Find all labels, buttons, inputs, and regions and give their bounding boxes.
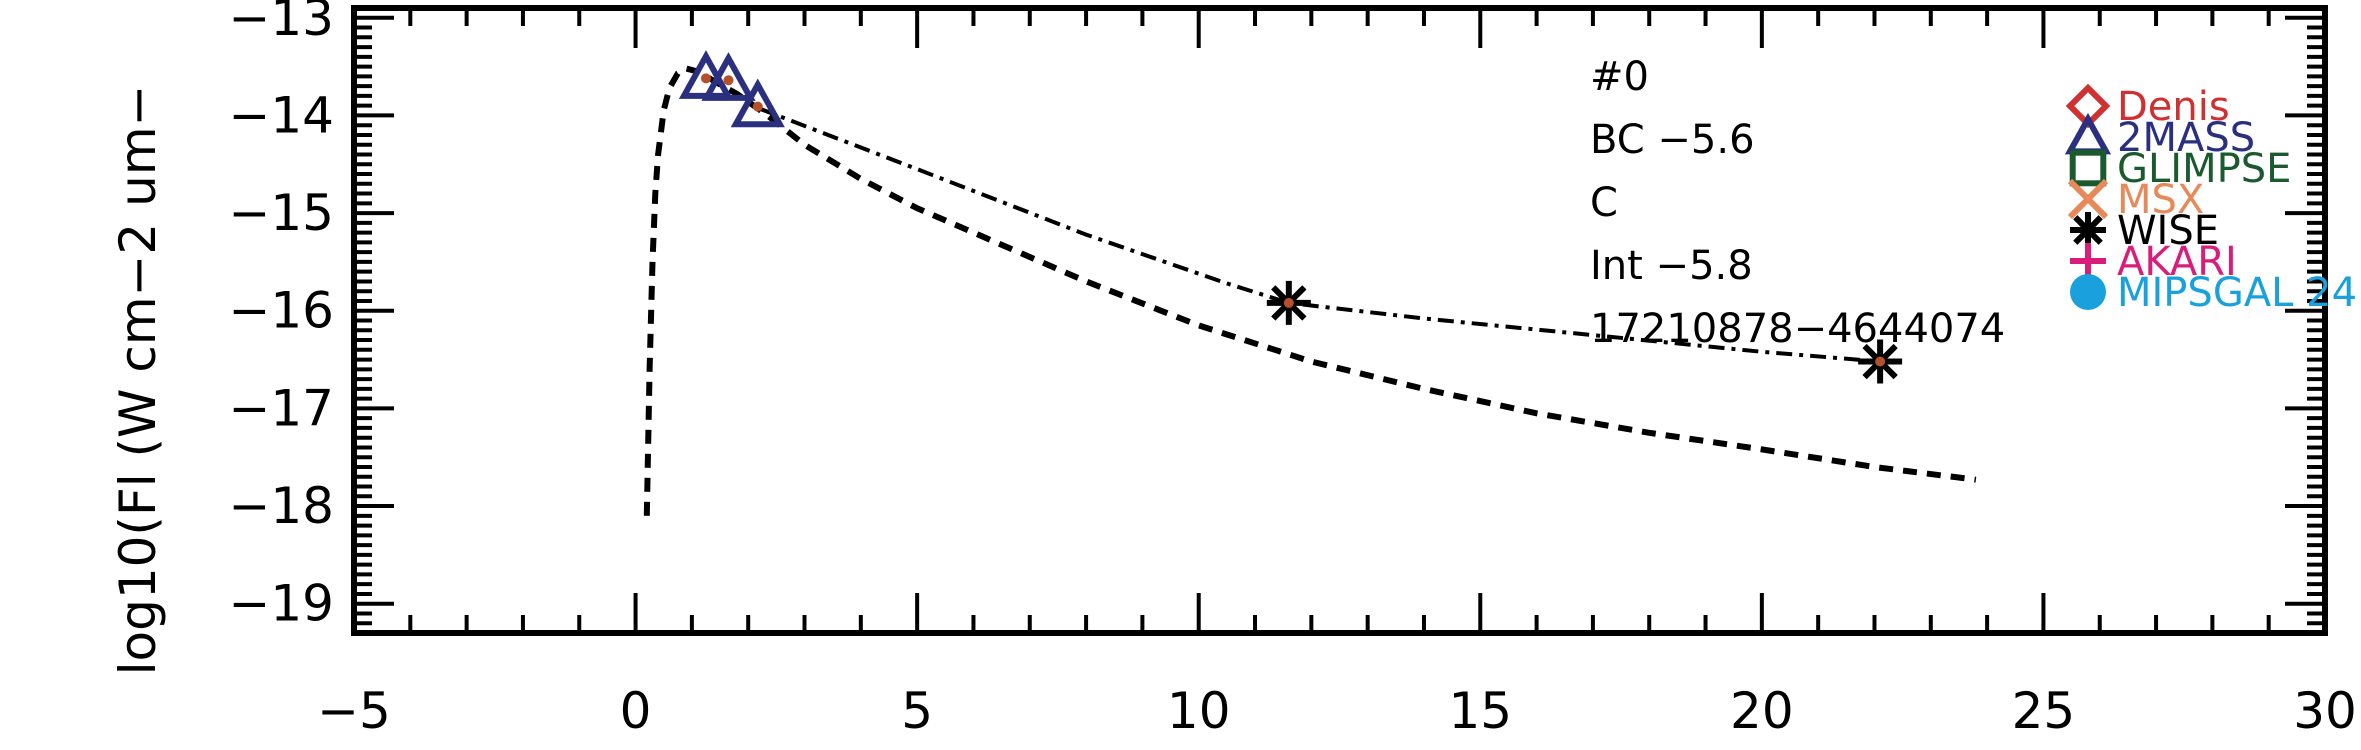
- legend-marker-triangle: [2064, 112, 2112, 155]
- x-tick-label: 20: [1730, 682, 1794, 740]
- legend-label: MIPSGAL 24: [2117, 270, 2357, 316]
- data-point-center: [1875, 356, 1886, 367]
- data-point-center: [723, 75, 734, 86]
- x-tick-label: 25: [2012, 682, 2076, 740]
- y-tick-label: −19: [228, 575, 334, 633]
- legend-label: MSX: [2117, 177, 2204, 223]
- model-curve-dashed: [643, 65, 1977, 516]
- data-point-triangle: [730, 78, 785, 128]
- annotation-line: BC −5.6: [1590, 117, 1755, 163]
- x-tick-label: −5: [317, 682, 391, 740]
- annotation-line: Int −5.8: [1590, 243, 1753, 289]
- y-axis: −13 −14 −15 −16 −17 −18 −19: [228, 0, 2325, 635]
- annotation-block: #0 BC −5.6 C Int −5.8 17210878−4644074: [1590, 54, 2005, 352]
- data-point-center: [752, 101, 763, 112]
- legend-label: WISE: [2117, 208, 2219, 254]
- y-tick-label: −15: [228, 184, 334, 242]
- legend-marker-x: [2067, 178, 2109, 220]
- data-point-triangle: [701, 52, 756, 101]
- y-tick-label: −14: [228, 86, 334, 144]
- data-point-center: [700, 73, 711, 84]
- legend-marker-square: [2069, 149, 2107, 187]
- legend-marker-asterisk: [2070, 212, 2106, 248]
- legend-label: GLIMPSE: [2117, 146, 2291, 192]
- legend-label: 2MASS: [2117, 115, 2255, 161]
- y-tick-label: −16: [228, 282, 334, 340]
- legend-marker-circle: [2070, 274, 2106, 310]
- x-axis: −5 0 5 10 15 20 25 30: [317, 8, 2357, 740]
- x-tick-label: 5: [901, 682, 933, 740]
- legend-marker-plus: [2070, 243, 2106, 279]
- y-tick-label: −18: [228, 477, 334, 535]
- y-axis-title: log10(Fl (W cm−2 um−: [109, 85, 167, 676]
- data-points: [678, 50, 1903, 384]
- model-curves: [643, 65, 1977, 516]
- x-tick-label: 15: [1448, 682, 1512, 740]
- data-point-center: [1283, 297, 1294, 308]
- x-tick-label: 10: [1167, 682, 1231, 740]
- annotation-line: 17210878−4644074: [1590, 306, 2005, 352]
- y-tick-label: −13: [228, 0, 334, 47]
- legend-label: AKARI: [2117, 239, 2237, 285]
- x-tick-label: 30: [2293, 682, 2357, 740]
- model-curve-dashdot: [758, 106, 1881, 364]
- annotation-line: #0: [1590, 54, 1649, 100]
- legend-label: Denis: [2117, 84, 2230, 130]
- annotation-line: C: [1590, 180, 1618, 226]
- x-tick-label: 0: [620, 682, 652, 740]
- y-tick-label: −17: [228, 379, 334, 437]
